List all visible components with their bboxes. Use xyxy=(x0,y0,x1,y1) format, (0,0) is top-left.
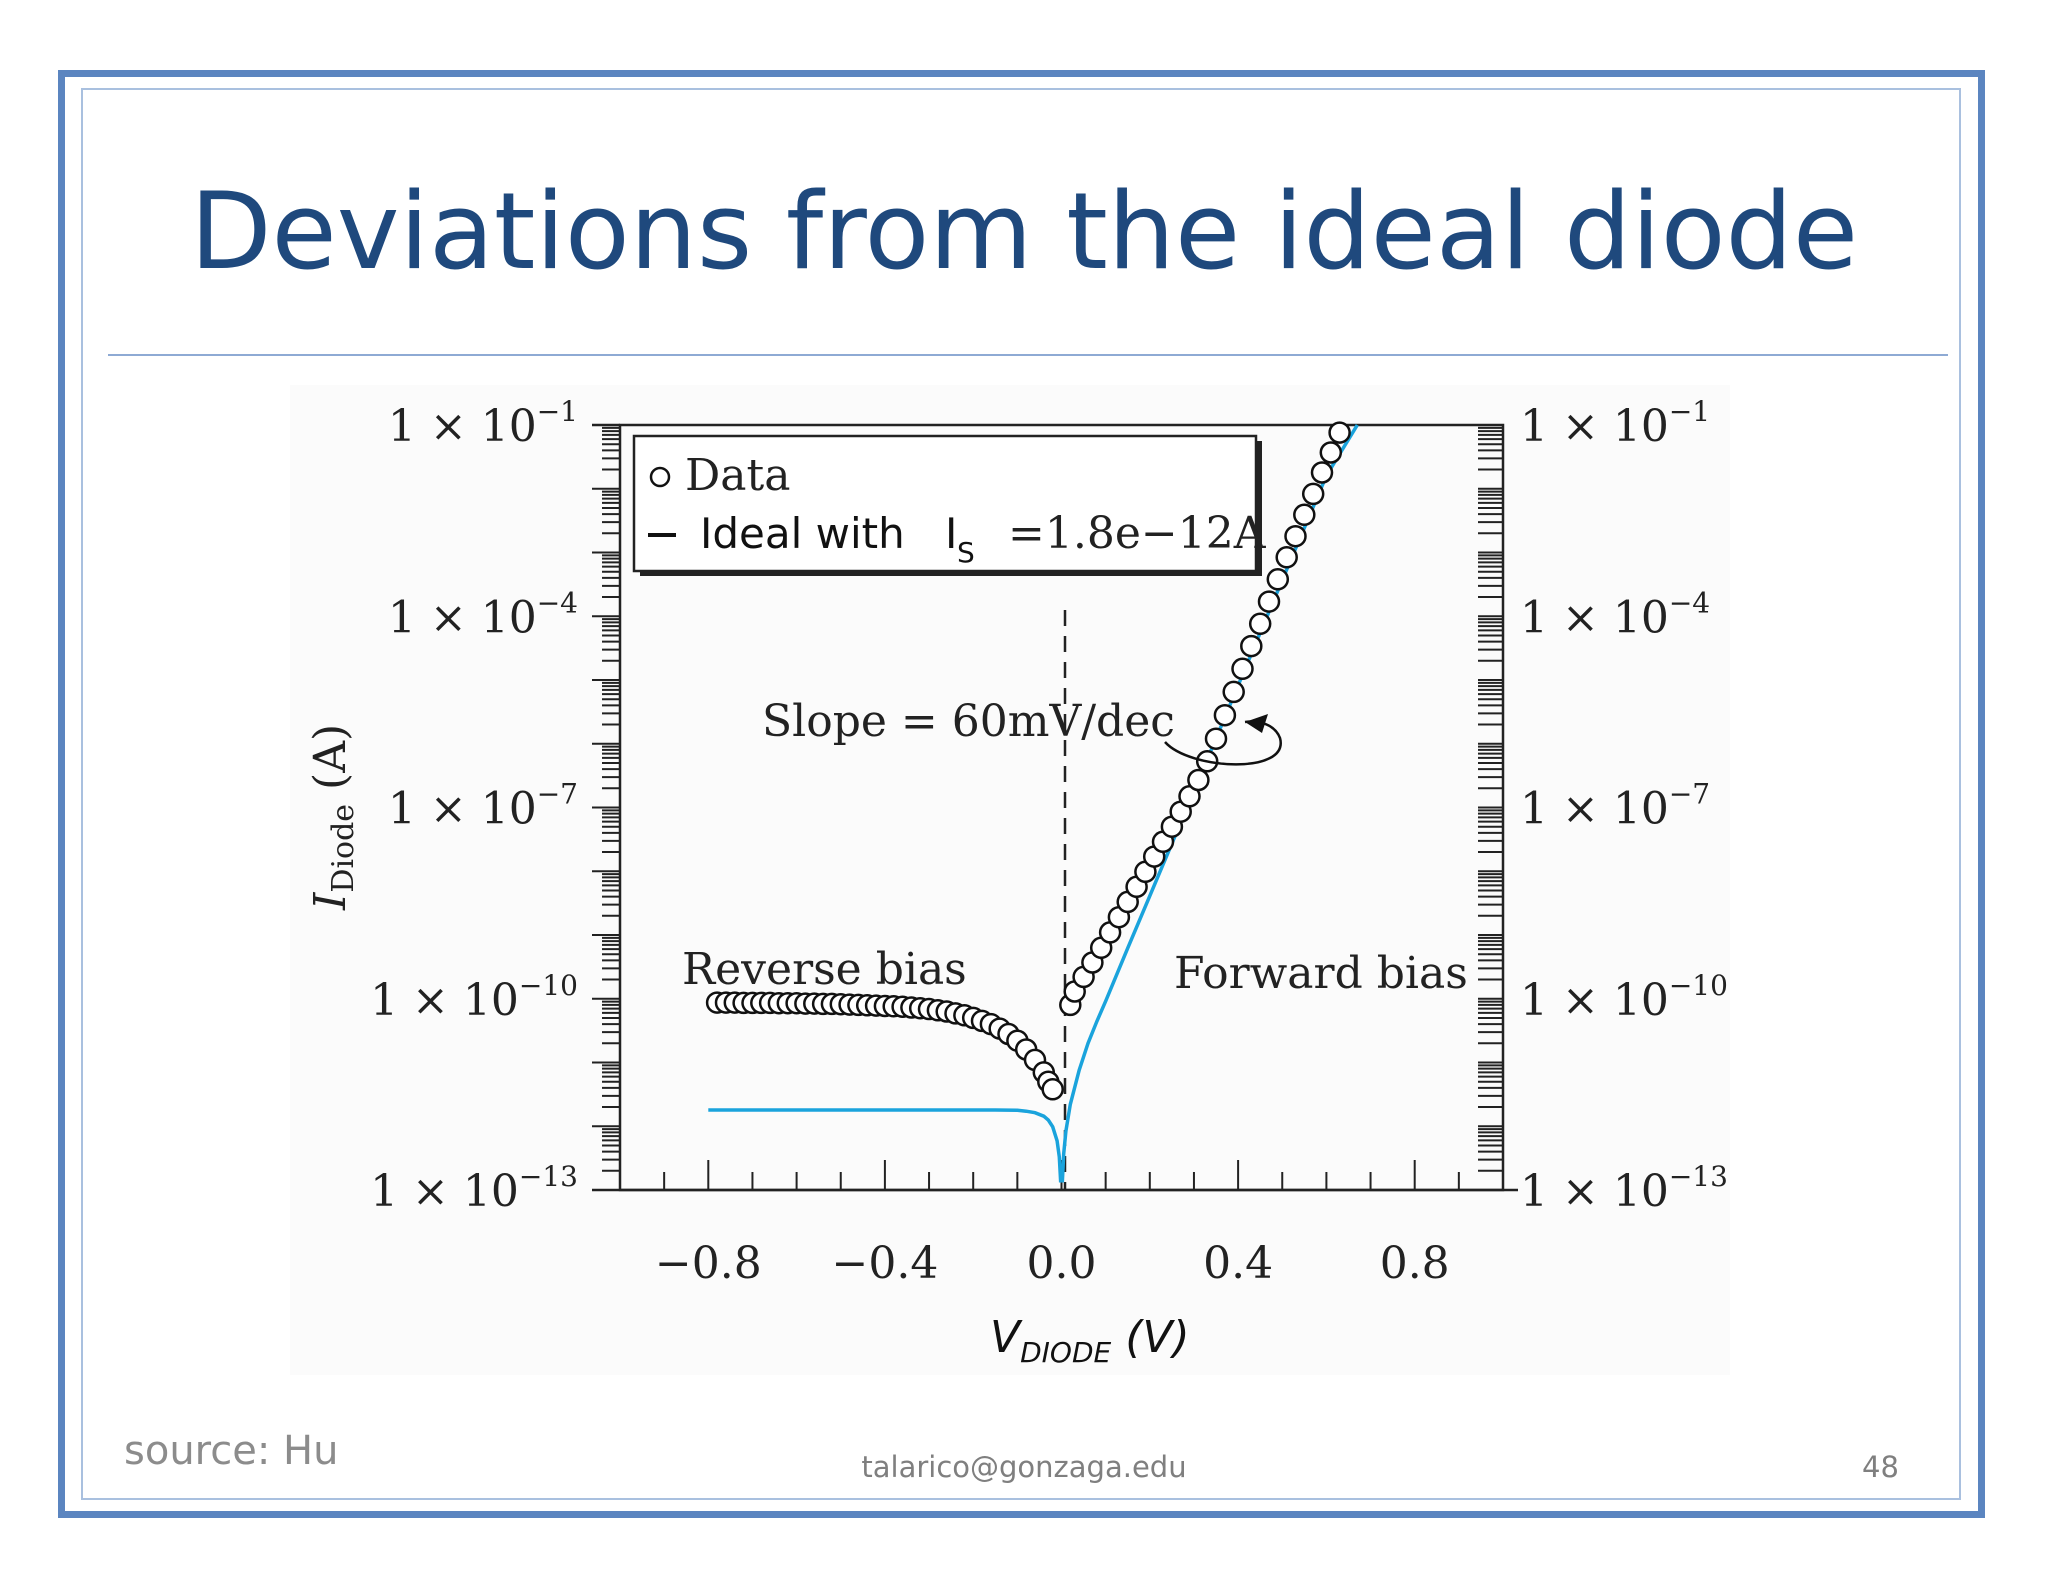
data-point xyxy=(1328,421,1351,444)
data-point xyxy=(1284,524,1307,548)
y-tick-label-left: 1 × 10−13 xyxy=(370,1160,578,1217)
slide-frame-inner xyxy=(81,88,1961,1500)
x-tick-label: −0.4 xyxy=(831,1238,938,1289)
data-point xyxy=(1213,703,1237,727)
y-tick-label-right: 1 × 10−13 xyxy=(1520,1160,1728,1217)
data-points xyxy=(705,421,1351,1101)
legend-ideal-label: Ideal with xyxy=(700,509,905,558)
x-axis-label: VDIODE (V) xyxy=(990,1312,1190,1369)
y-tick-label-left: 1 × 10−1 xyxy=(388,395,578,452)
page-number: 48 xyxy=(1862,1450,1899,1484)
data-point xyxy=(1240,634,1263,658)
data-point xyxy=(1266,568,1290,591)
y-tick-label-left: 1 × 10−7 xyxy=(388,778,578,835)
data-point xyxy=(1204,727,1228,750)
data-point xyxy=(1310,461,1334,484)
y-tick-label-right: 1 × 10−10 xyxy=(1520,969,1728,1026)
minor-ticks xyxy=(592,426,1503,1191)
source-note: source: Hu xyxy=(124,1428,339,1474)
data-point xyxy=(1293,503,1316,527)
y-axis-label: IDiode (A) xyxy=(305,724,361,911)
legend-is-subscript: S xyxy=(957,536,975,569)
title-divider xyxy=(108,354,1948,356)
y-tick-label-right: 1 × 10−7 xyxy=(1520,778,1710,835)
y-tick-label-left: 1 × 10−4 xyxy=(388,586,578,643)
data-point xyxy=(1222,680,1245,704)
footer-email: talarico@gonzaga.edu xyxy=(861,1450,1187,1484)
legend-data-marker xyxy=(649,466,671,488)
slide-frame-outer xyxy=(58,70,1985,1518)
legend-data-label: Data xyxy=(685,450,790,501)
forward-bias-label: Forward bias xyxy=(1174,948,1468,999)
y-tick-label-right: 1 × 10−1 xyxy=(1520,395,1710,452)
x-tick-label: 0.8 xyxy=(1380,1238,1450,1289)
reverse-bias-label: Reverse bias xyxy=(682,944,967,995)
x-tick-label: 0.0 xyxy=(1027,1238,1097,1289)
data-point xyxy=(1248,612,1272,636)
y-tick-label-right: 1 × 10−4 xyxy=(1520,586,1710,643)
x-ticks: −0.8 −0.4 0.0 0.4 0.8 xyxy=(655,1160,1460,1289)
x-tick-label: −0.8 xyxy=(655,1238,762,1289)
legend-is-value: =1.8e−12A xyxy=(1008,508,1267,559)
legend-box xyxy=(632,434,1258,573)
data-point xyxy=(1319,441,1343,464)
slope-arrowhead xyxy=(1245,714,1268,733)
y-tick-label-left: 1 × 10−10 xyxy=(370,969,578,1026)
x-tick-label: 0.4 xyxy=(1203,1238,1273,1289)
data-point xyxy=(1041,1078,1064,1101)
data-point xyxy=(1275,546,1298,569)
ideal-curve xyxy=(708,424,1359,1183)
slide-title: Deviations from the ideal diode xyxy=(189,170,1859,293)
slope-annotation: Slope = 60mV/dec xyxy=(762,696,1175,747)
legend-is-symbol: I xyxy=(945,509,957,558)
data-point xyxy=(1231,657,1254,681)
data-point xyxy=(1301,482,1325,506)
data-point xyxy=(1257,590,1281,613)
y-tick-labels: 1 × 10−13 1 × 10−13 1 × 10−10 1 × 10−10 1 × … xyxy=(370,395,1728,1217)
data-point xyxy=(1187,768,1210,792)
